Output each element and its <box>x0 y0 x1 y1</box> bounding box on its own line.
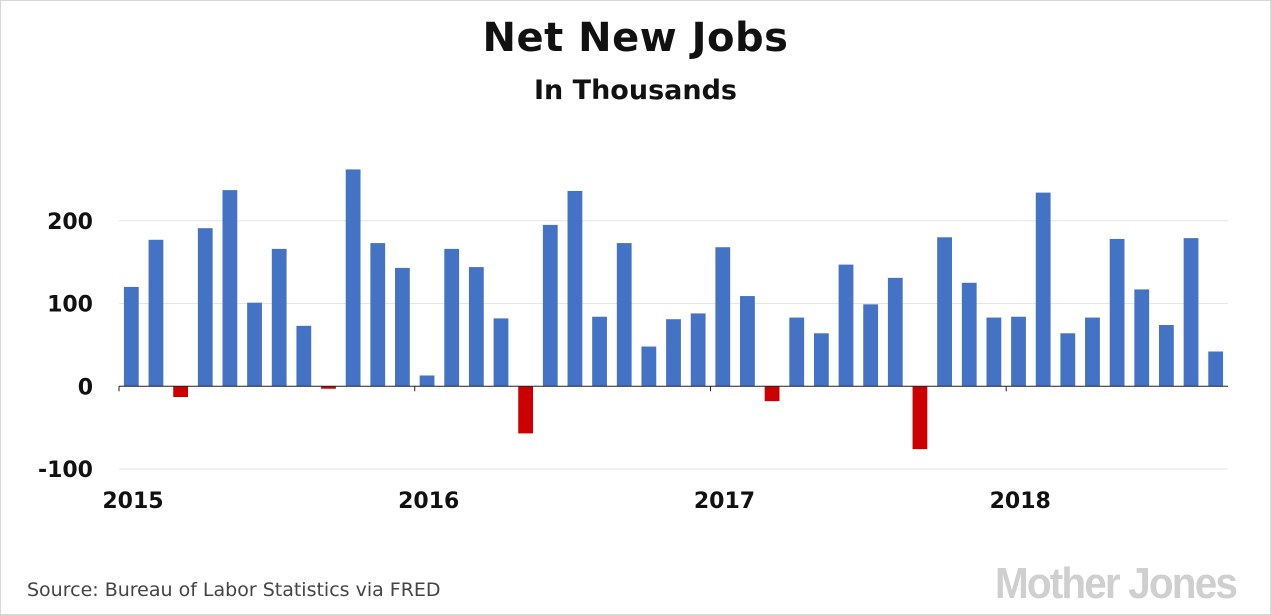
bar-2016-01 <box>419 375 435 387</box>
bar-2016-06 <box>542 224 558 387</box>
axes <box>118 385 1228 392</box>
bar-2017-05 <box>813 333 829 387</box>
x-tick-label: 2017 <box>694 489 755 514</box>
bar-2017-07 <box>863 304 879 387</box>
bar-2017-06 <box>838 264 854 387</box>
bar-2015-11 <box>370 243 386 387</box>
bar-2016-05 <box>518 386 534 434</box>
bar-2018-09 <box>1208 351 1224 387</box>
bar-2016-10 <box>641 346 657 387</box>
bar-2017-08 <box>887 277 903 387</box>
bar-2016-03 <box>468 267 484 387</box>
x-tick-label: 2016 <box>398 489 459 514</box>
bar-2017-04 <box>789 317 805 387</box>
bar-2015-06 <box>247 302 262 387</box>
bar-2018-05 <box>1109 238 1125 387</box>
bar-2017-02 <box>740 296 755 387</box>
bar-2017-03 <box>764 386 780 402</box>
bar-2016-11 <box>666 319 681 387</box>
bar-2018-07 <box>1158 325 1174 387</box>
bar-2015-10 <box>345 169 361 387</box>
bar-2017-09 <box>912 386 928 450</box>
bar-2016-12 <box>690 313 706 387</box>
chart-subtitle: In Thousands <box>534 75 737 106</box>
y-tick-label: 0 <box>78 375 93 400</box>
source-note: Source: Bureau of Labor Statistics via F… <box>27 579 441 601</box>
bar-2018-08 <box>1183 238 1199 387</box>
bar-2016-09 <box>616 243 632 387</box>
bar-2017-10 <box>937 237 952 387</box>
bar-2018-06 <box>1134 289 1150 387</box>
x-tick-label: 2015 <box>102 489 163 514</box>
chart-title: Net New Jobs <box>482 15 789 61</box>
bar-2016-08 <box>592 316 607 387</box>
bar-2015-02 <box>148 239 164 387</box>
bar-2018-03 <box>1060 333 1076 387</box>
bar-2015-07 <box>271 248 287 387</box>
bar-2017-01 <box>715 247 731 387</box>
bar-2015-12 <box>395 267 410 387</box>
bar-2018-01 <box>1011 316 1026 387</box>
mother-jones-logo: Mother Jones <box>994 559 1238 608</box>
bar-2015-09 <box>321 386 336 389</box>
y-tick-label: -100 <box>38 458 93 483</box>
bars <box>123 169 1224 450</box>
bar-2018-02 <box>1035 192 1051 387</box>
bar-2015-01 <box>123 286 139 387</box>
y-tick-label: 100 <box>47 293 93 318</box>
x-tick-label: 2018 <box>990 489 1051 514</box>
bar-2015-08 <box>296 325 312 387</box>
bar-2016-07 <box>567 190 583 387</box>
y-tick-label: 200 <box>47 210 93 235</box>
bar-2017-11 <box>961 282 977 387</box>
bar-2017-12 <box>986 317 1002 387</box>
bar-2015-03 <box>173 386 189 398</box>
tick-labels: -100 0 100 200 2015 2016 2017 2018 <box>38 210 1051 514</box>
bar-2018-04 <box>1085 317 1100 387</box>
bar-2016-02 <box>444 248 460 387</box>
bar-2015-05 <box>222 190 238 387</box>
bar-2015-04 <box>197 228 213 387</box>
bar-2016-04 <box>493 318 509 387</box>
